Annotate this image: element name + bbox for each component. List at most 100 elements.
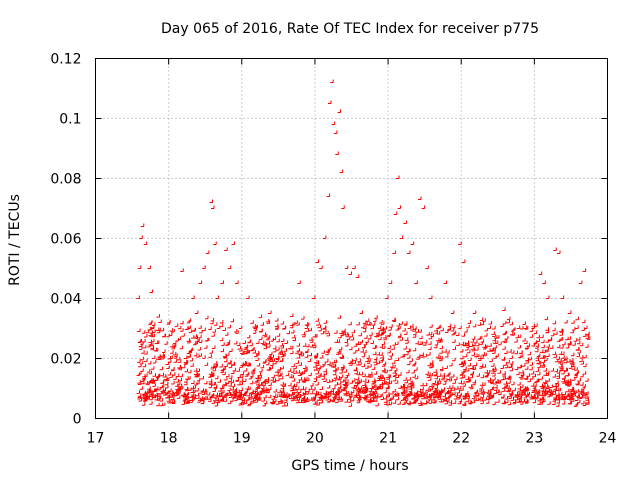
noise-point: [349, 346, 353, 351]
noise-point: [301, 316, 305, 320]
data-point: [344, 265, 349, 269]
noise-point: [512, 387, 516, 392]
noise-point: [502, 338, 506, 343]
noise-point: [178, 377, 182, 382]
noise-point: [487, 348, 491, 352]
noise-point: [260, 385, 265, 390]
noise-point: [265, 377, 269, 381]
noise-point: [276, 347, 280, 351]
noise-point: [404, 331, 408, 335]
noise-point: [492, 373, 496, 377]
noise-point: [362, 373, 366, 378]
noise-point: [363, 341, 367, 346]
noise-point: [514, 350, 518, 355]
noise-point: [305, 377, 310, 382]
noise-point: [488, 343, 492, 347]
data-point: [162, 349, 166, 353]
noise-point: [405, 340, 409, 344]
noise-point: [159, 366, 164, 371]
noise-point: [329, 362, 333, 367]
noise-point: [204, 345, 208, 349]
noise-point: [561, 376, 566, 380]
noise-point: [506, 316, 511, 321]
noise-point: [228, 364, 233, 369]
noise-point: [525, 388, 529, 392]
noise-point: [474, 353, 478, 358]
noise-point: [195, 388, 199, 392]
noise-point: [364, 335, 368, 339]
noise-point: [373, 356, 378, 361]
noise-point: [203, 380, 208, 385]
noise-point: [391, 346, 395, 350]
noise-point: [219, 364, 223, 368]
noise-point: [535, 368, 539, 372]
noise-point: [263, 400, 268, 405]
noise-point: [462, 401, 466, 406]
noise-point: [286, 394, 291, 398]
data-point: [582, 268, 587, 272]
noise-point: [460, 363, 465, 368]
noise-point: [260, 388, 265, 393]
noise-point: [347, 399, 352, 403]
noise-point: [218, 393, 222, 397]
noise-point: [502, 371, 506, 375]
noise-point: [148, 370, 152, 375]
data-point: [209, 199, 213, 203]
noise-point: [154, 396, 159, 401]
noise-point: [491, 363, 495, 367]
noise-point: [179, 345, 184, 350]
noise-point: [299, 351, 303, 355]
chart-title: Day 065 of 2016, Rate Of TEC Index for r…: [161, 21, 539, 37]
noise-point: [256, 363, 261, 367]
data-point: [403, 220, 407, 224]
noise-point: [176, 381, 181, 386]
noise-point: [540, 362, 544, 367]
noise-point: [508, 349, 512, 353]
noise-point: [338, 389, 343, 393]
noise-point: [381, 377, 385, 381]
noise-point: [480, 321, 485, 326]
noise-point: [260, 364, 265, 369]
noise-point: [420, 389, 424, 394]
noise-point: [508, 395, 512, 399]
noise-point: [471, 336, 476, 340]
noise-point: [540, 399, 544, 403]
noise-point: [265, 318, 270, 323]
noise-point: [294, 320, 298, 324]
noise-point: [167, 372, 171, 376]
noise-point: [402, 401, 406, 405]
noise-point: [392, 364, 396, 369]
data-point: [275, 355, 279, 359]
noise-point: [570, 386, 574, 391]
noise-point: [286, 330, 290, 335]
noise-point: [392, 388, 396, 393]
noise-point: [369, 385, 373, 389]
noise-point: [491, 331, 495, 335]
data-point: [330, 79, 334, 83]
noise-point: [554, 331, 558, 335]
data-point: [173, 340, 177, 344]
noise-point: [161, 354, 165, 358]
noise-point: [183, 361, 188, 365]
noise-point: [224, 363, 228, 367]
data-point: [494, 340, 499, 344]
data-point: [191, 295, 195, 299]
noise-point: [195, 374, 199, 378]
noise-point: [404, 379, 409, 384]
noise-point: [500, 323, 504, 327]
noise-point: [465, 368, 470, 372]
noise-point: [489, 358, 493, 363]
data-point: [396, 175, 400, 179]
noise-point: [466, 344, 470, 348]
noise-point: [474, 339, 478, 344]
noise-point: [140, 378, 145, 382]
noise-point: [141, 330, 146, 334]
data-point: [183, 355, 188, 359]
noise-point: [236, 368, 240, 372]
y-tick-labels: 0 0.02 0.04 0.06 0.08 0.1 0.12: [50, 52, 81, 428]
noise-point: [556, 356, 560, 360]
x-axis-label: GPS time / hours: [291, 458, 408, 474]
noise-point: [498, 341, 502, 346]
noise-point: [581, 386, 585, 390]
noise-point: [475, 347, 479, 351]
